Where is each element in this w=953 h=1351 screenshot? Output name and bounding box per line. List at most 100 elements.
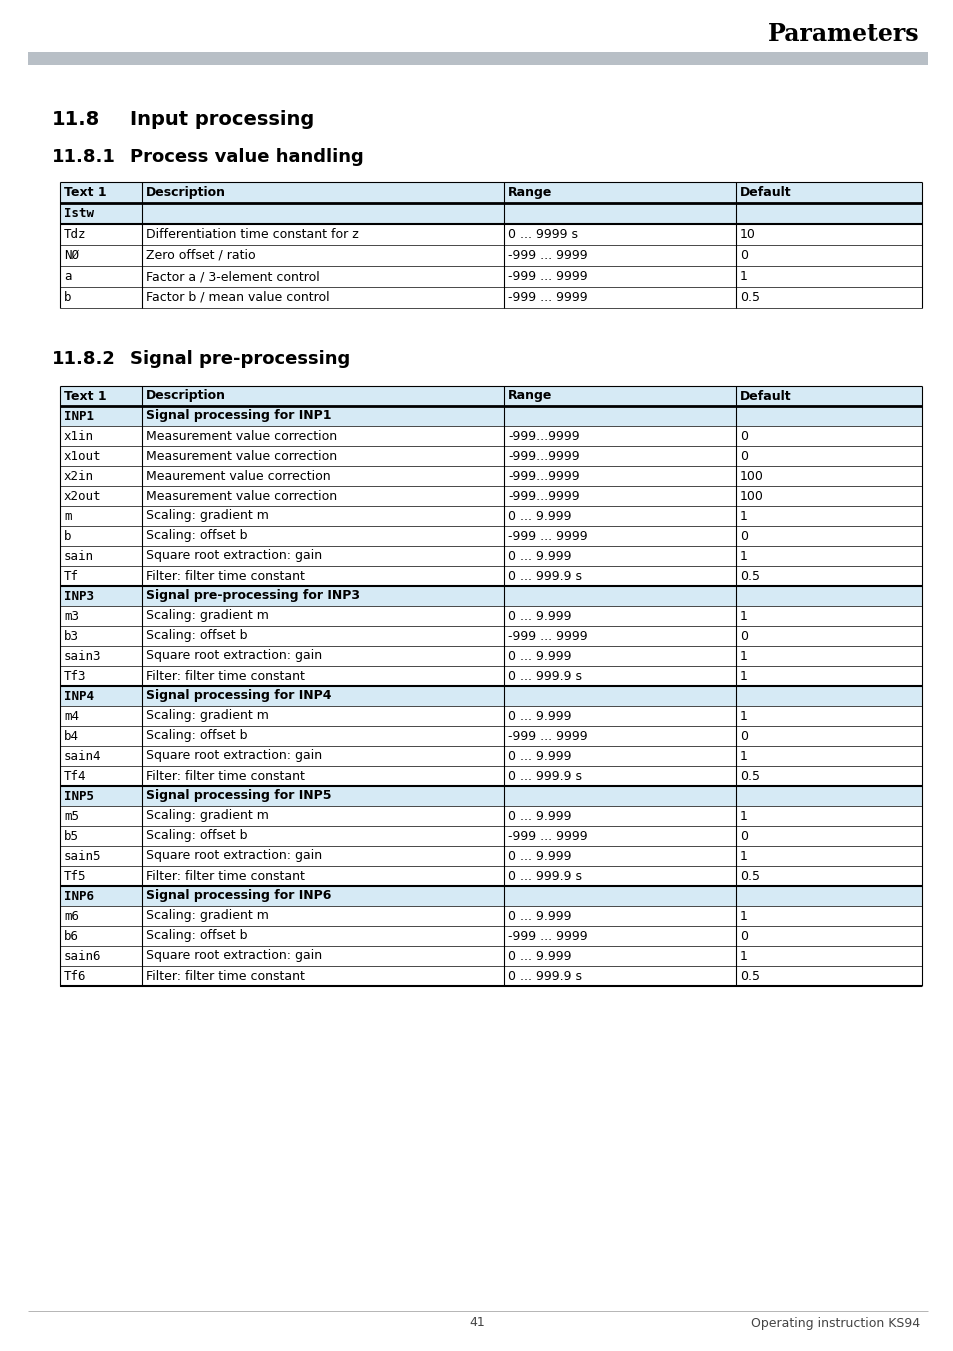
Text: Scaling: offset b: Scaling: offset b (146, 929, 247, 943)
Text: Operating instruction KS94: Operating instruction KS94 (750, 1316, 919, 1329)
Text: 0 ... 999.9 s: 0 ... 999.9 s (507, 870, 581, 882)
Text: 1: 1 (740, 550, 747, 562)
Text: b: b (64, 290, 71, 304)
Text: INP5: INP5 (64, 789, 94, 802)
Text: 0: 0 (740, 929, 747, 943)
Bar (60, 182, 921, 203)
Text: 0: 0 (740, 630, 747, 643)
Text: 0 ... 9.999: 0 ... 9.999 (507, 950, 571, 962)
Bar (60, 586, 921, 607)
Text: m6: m6 (64, 909, 79, 923)
Text: x2out: x2out (64, 489, 101, 503)
Text: 0.5: 0.5 (740, 970, 760, 982)
Text: Square root extraction: gain: Square root extraction: gain (146, 750, 322, 762)
Text: -999...9999: -999...9999 (507, 450, 579, 462)
Text: Tf4: Tf4 (64, 770, 87, 782)
Text: Range: Range (507, 186, 552, 199)
Text: 11.8.1: 11.8.1 (52, 149, 115, 166)
Text: Scaling: offset b: Scaling: offset b (146, 730, 247, 743)
Text: Filter: filter time constant: Filter: filter time constant (146, 970, 305, 982)
Text: Factor a / 3-element control: Factor a / 3-element control (146, 270, 319, 282)
Text: Scaling: gradient m: Scaling: gradient m (146, 909, 269, 923)
Text: Measurement value correction: Measurement value correction (146, 430, 336, 443)
Text: Square root extraction: gain: Square root extraction: gain (146, 550, 322, 562)
Text: -999...9999: -999...9999 (507, 470, 579, 482)
Text: Description: Description (146, 186, 226, 199)
Text: -999 ... 9999: -999 ... 9999 (507, 290, 587, 304)
Text: 1: 1 (740, 609, 747, 623)
Text: Signal pre-processing: Signal pre-processing (130, 350, 350, 367)
Text: Default: Default (740, 186, 791, 199)
Text: Scaling: gradient m: Scaling: gradient m (146, 709, 269, 723)
Text: Square root extraction: gain: Square root extraction: gain (146, 850, 322, 862)
Text: INP4: INP4 (64, 689, 94, 703)
Text: Filter: filter time constant: Filter: filter time constant (146, 670, 305, 682)
Bar (60, 686, 921, 707)
Text: sain3: sain3 (64, 650, 101, 662)
Text: 0.5: 0.5 (740, 290, 760, 304)
Bar (60, 203, 921, 224)
Text: m: m (64, 509, 71, 523)
Text: Process value handling: Process value handling (130, 149, 363, 166)
Text: 0 ... 999.9 s: 0 ... 999.9 s (507, 670, 581, 682)
Text: NØ: NØ (64, 249, 79, 262)
Text: Tf: Tf (64, 570, 79, 582)
Text: Scaling: gradient m: Scaling: gradient m (146, 609, 269, 623)
Text: b3: b3 (64, 630, 79, 643)
Text: 1: 1 (740, 809, 747, 823)
Text: Range: Range (507, 389, 552, 403)
Text: Tf5: Tf5 (64, 870, 87, 882)
Text: Scaling: offset b: Scaling: offset b (146, 830, 247, 843)
Text: -999...9999: -999...9999 (507, 489, 579, 503)
Text: b: b (64, 530, 71, 543)
Text: 0 ... 9.999: 0 ... 9.999 (507, 609, 571, 623)
Text: 0 ... 999.9 s: 0 ... 999.9 s (507, 970, 581, 982)
Text: 1: 1 (740, 270, 747, 282)
Text: 1: 1 (740, 650, 747, 662)
Text: Filter: filter time constant: Filter: filter time constant (146, 770, 305, 782)
Text: a: a (64, 270, 71, 282)
Text: b5: b5 (64, 830, 79, 843)
Text: 1: 1 (740, 709, 747, 723)
Text: Tf3: Tf3 (64, 670, 87, 682)
Text: 0.5: 0.5 (740, 770, 760, 782)
Text: 0 ... 9.999: 0 ... 9.999 (507, 650, 571, 662)
Text: Text 1: Text 1 (64, 186, 107, 199)
Text: -999 ... 9999: -999 ... 9999 (507, 270, 587, 282)
Text: 0 ... 9.999: 0 ... 9.999 (507, 709, 571, 723)
Text: INP3: INP3 (64, 589, 94, 603)
Text: 0 ... 9.999: 0 ... 9.999 (507, 509, 571, 523)
Text: 1: 1 (740, 750, 747, 762)
Text: x1in: x1in (64, 430, 94, 443)
Text: sain: sain (64, 550, 94, 562)
Text: Measurement value correction: Measurement value correction (146, 489, 336, 503)
Text: -999...9999: -999...9999 (507, 430, 579, 443)
Text: x2in: x2in (64, 470, 94, 482)
Text: 1: 1 (740, 850, 747, 862)
Text: 41: 41 (469, 1316, 484, 1329)
Text: Square root extraction: gain: Square root extraction: gain (146, 950, 322, 962)
Text: Meaurement value correction: Meaurement value correction (146, 470, 331, 482)
Text: m4: m4 (64, 709, 79, 723)
Text: sain5: sain5 (64, 850, 101, 862)
Text: b4: b4 (64, 730, 79, 743)
Text: Signal processing for INP5: Signal processing for INP5 (146, 789, 331, 802)
Text: -999 ... 9999: -999 ... 9999 (507, 929, 587, 943)
Text: 10: 10 (740, 228, 755, 240)
Text: 0.5: 0.5 (740, 570, 760, 582)
Text: Scaling: offset b: Scaling: offset b (146, 630, 247, 643)
Text: Signal processing for INP6: Signal processing for INP6 (146, 889, 331, 902)
Text: Square root extraction: gain: Square root extraction: gain (146, 650, 322, 662)
Text: Istw: Istw (64, 207, 94, 220)
Text: Filter: filter time constant: Filter: filter time constant (146, 870, 305, 882)
Text: m5: m5 (64, 809, 79, 823)
Text: Tdz: Tdz (64, 228, 87, 240)
Text: Signal processing for INP4: Signal processing for INP4 (146, 689, 331, 703)
Text: Description: Description (146, 389, 226, 403)
Text: 1: 1 (740, 909, 747, 923)
Text: INP6: INP6 (64, 889, 94, 902)
Text: Signal processing for INP1: Signal processing for INP1 (146, 409, 331, 423)
Text: 0 ... 9.999: 0 ... 9.999 (507, 809, 571, 823)
Text: 100: 100 (740, 470, 763, 482)
Text: -999 ... 9999: -999 ... 9999 (507, 830, 587, 843)
